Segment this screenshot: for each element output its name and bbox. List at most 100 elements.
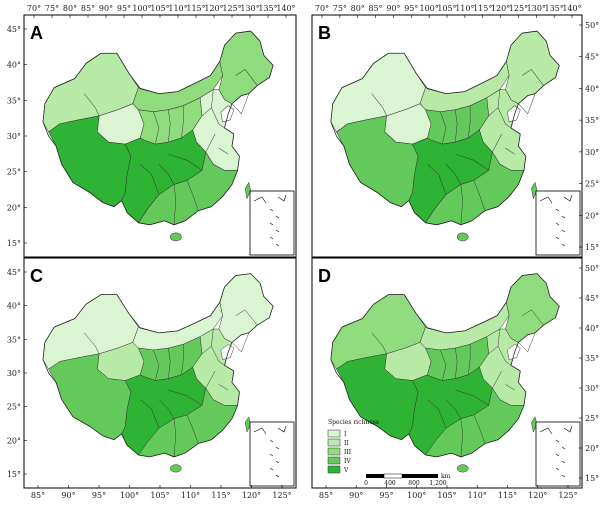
province-boundary bbox=[140, 399, 160, 429]
province-boundary bbox=[173, 184, 177, 225]
south-china-sea-inset bbox=[535, 421, 581, 487]
province-boundary bbox=[231, 332, 250, 353]
nine-dash-line bbox=[269, 222, 274, 226]
province-boundary bbox=[518, 93, 536, 115]
bottom-tick-label: 90° bbox=[61, 491, 75, 500]
nine-dash-line bbox=[275, 215, 280, 219]
province-boundary bbox=[140, 164, 160, 195]
hainan bbox=[169, 232, 182, 242]
province-boundary bbox=[158, 164, 175, 185]
legend-swatch-III bbox=[327, 447, 341, 456]
top-tick-label: 115° bbox=[186, 4, 205, 13]
province-boundary bbox=[440, 349, 447, 381]
top-tick-label: 75° bbox=[45, 4, 59, 13]
province-boundary bbox=[83, 332, 100, 354]
nine-dash-line bbox=[561, 460, 566, 464]
bottom-tick-label: 100° bbox=[120, 491, 139, 500]
province-boundary bbox=[492, 370, 502, 389]
nine-dash-line bbox=[555, 467, 560, 471]
top-tick-label: 70° bbox=[315, 4, 329, 13]
top-tick-label: 105° bbox=[150, 4, 169, 13]
legend-swatch-IV bbox=[327, 456, 341, 465]
top-tick-label: 100° bbox=[132, 4, 151, 13]
top-tick-label: 130° bbox=[527, 4, 546, 13]
top-tick-label: 80° bbox=[63, 4, 77, 13]
province-boundary bbox=[473, 414, 486, 444]
legend-label: I bbox=[344, 431, 347, 438]
right-tick-label: 45° bbox=[585, 294, 599, 303]
top-tick-label: 85° bbox=[368, 4, 382, 13]
province-boundary bbox=[505, 384, 515, 391]
scale-segment bbox=[366, 474, 384, 478]
province-boundary bbox=[468, 105, 471, 139]
left-tick-label: 25° bbox=[7, 403, 21, 412]
province-boundary bbox=[427, 164, 447, 195]
top-tick-label: 90° bbox=[99, 4, 113, 13]
bottom-tick-label: 85° bbox=[31, 491, 45, 500]
nine-dash-line bbox=[269, 467, 274, 471]
province-boundary bbox=[427, 399, 447, 429]
inset-coastline bbox=[253, 194, 287, 204]
province-boundary bbox=[158, 399, 175, 419]
top-tick-label: 70° bbox=[27, 4, 41, 13]
right-tick-label: 35° bbox=[585, 116, 599, 125]
province-boundary bbox=[371, 332, 387, 354]
nine-dash-line bbox=[269, 208, 274, 212]
province-boundary bbox=[186, 180, 199, 211]
left-tick-label: 45° bbox=[7, 25, 21, 34]
china-map bbox=[42, 30, 274, 242]
bottom-tick-label: 120° bbox=[242, 491, 261, 500]
province-boundary bbox=[83, 93, 100, 116]
bottom-tick-label: 110° bbox=[468, 491, 487, 500]
nine-dash-line bbox=[555, 236, 560, 240]
right-tick-label: 25° bbox=[585, 414, 599, 423]
top-tick-label: 80° bbox=[351, 4, 365, 13]
province-boundary bbox=[168, 389, 203, 406]
left-tick-label: 25° bbox=[7, 168, 21, 177]
province-boundary bbox=[460, 184, 463, 225]
china-map bbox=[42, 273, 274, 473]
nine-dash-line bbox=[561, 243, 566, 247]
bohai-sea bbox=[220, 105, 235, 123]
nine-dash-line bbox=[275, 229, 280, 233]
top-tick-label: 95° bbox=[404, 4, 418, 13]
map-panel-c: 85° 90° 95° 100° 105° 110° 115° 120° 125° 45° 40° 3… bbox=[7, 257, 297, 500]
south-china-sea-inset bbox=[535, 190, 581, 256]
top-tick-label: 130° bbox=[240, 4, 259, 13]
right-tick-label: 40° bbox=[585, 324, 599, 333]
right-tick-label: 30° bbox=[585, 384, 599, 393]
panel-letter: A bbox=[30, 23, 43, 43]
province-boundary bbox=[522, 309, 544, 326]
province-boundary bbox=[455, 109, 458, 143]
panel-letter: C bbox=[30, 266, 43, 286]
right-tick-label: 15° bbox=[585, 474, 599, 483]
top-tick-label: 120° bbox=[204, 4, 223, 13]
nine-dash-line bbox=[555, 208, 560, 212]
legend-label: IV bbox=[344, 458, 351, 465]
scale-label: 800 bbox=[408, 480, 420, 487]
nine-dash-line bbox=[275, 460, 280, 464]
top-tick-label: 105° bbox=[437, 4, 456, 13]
legend-swatch-II bbox=[327, 438, 341, 447]
province-boundary bbox=[505, 147, 515, 155]
left-tick-label: 20° bbox=[7, 436, 21, 445]
bohai-sea bbox=[220, 343, 235, 360]
bottom-tick-label: 100° bbox=[407, 491, 426, 500]
left-tick-label: 20° bbox=[7, 203, 21, 212]
top-tick-label: 95° bbox=[117, 4, 131, 13]
left-tick-label: 30° bbox=[7, 132, 21, 141]
legend-label: III bbox=[344, 449, 352, 456]
south-china-sea-inset bbox=[249, 421, 295, 487]
province-boundary bbox=[235, 69, 258, 86]
hainan bbox=[456, 232, 469, 242]
legend-swatch-I bbox=[327, 429, 341, 438]
nine-dash-line bbox=[275, 474, 280, 478]
taiwan bbox=[244, 181, 251, 200]
right-tick-label: 20° bbox=[585, 211, 599, 220]
province-boundary bbox=[181, 344, 184, 375]
province-boundary bbox=[455, 153, 489, 171]
left-tick-label: 40° bbox=[7, 61, 21, 70]
